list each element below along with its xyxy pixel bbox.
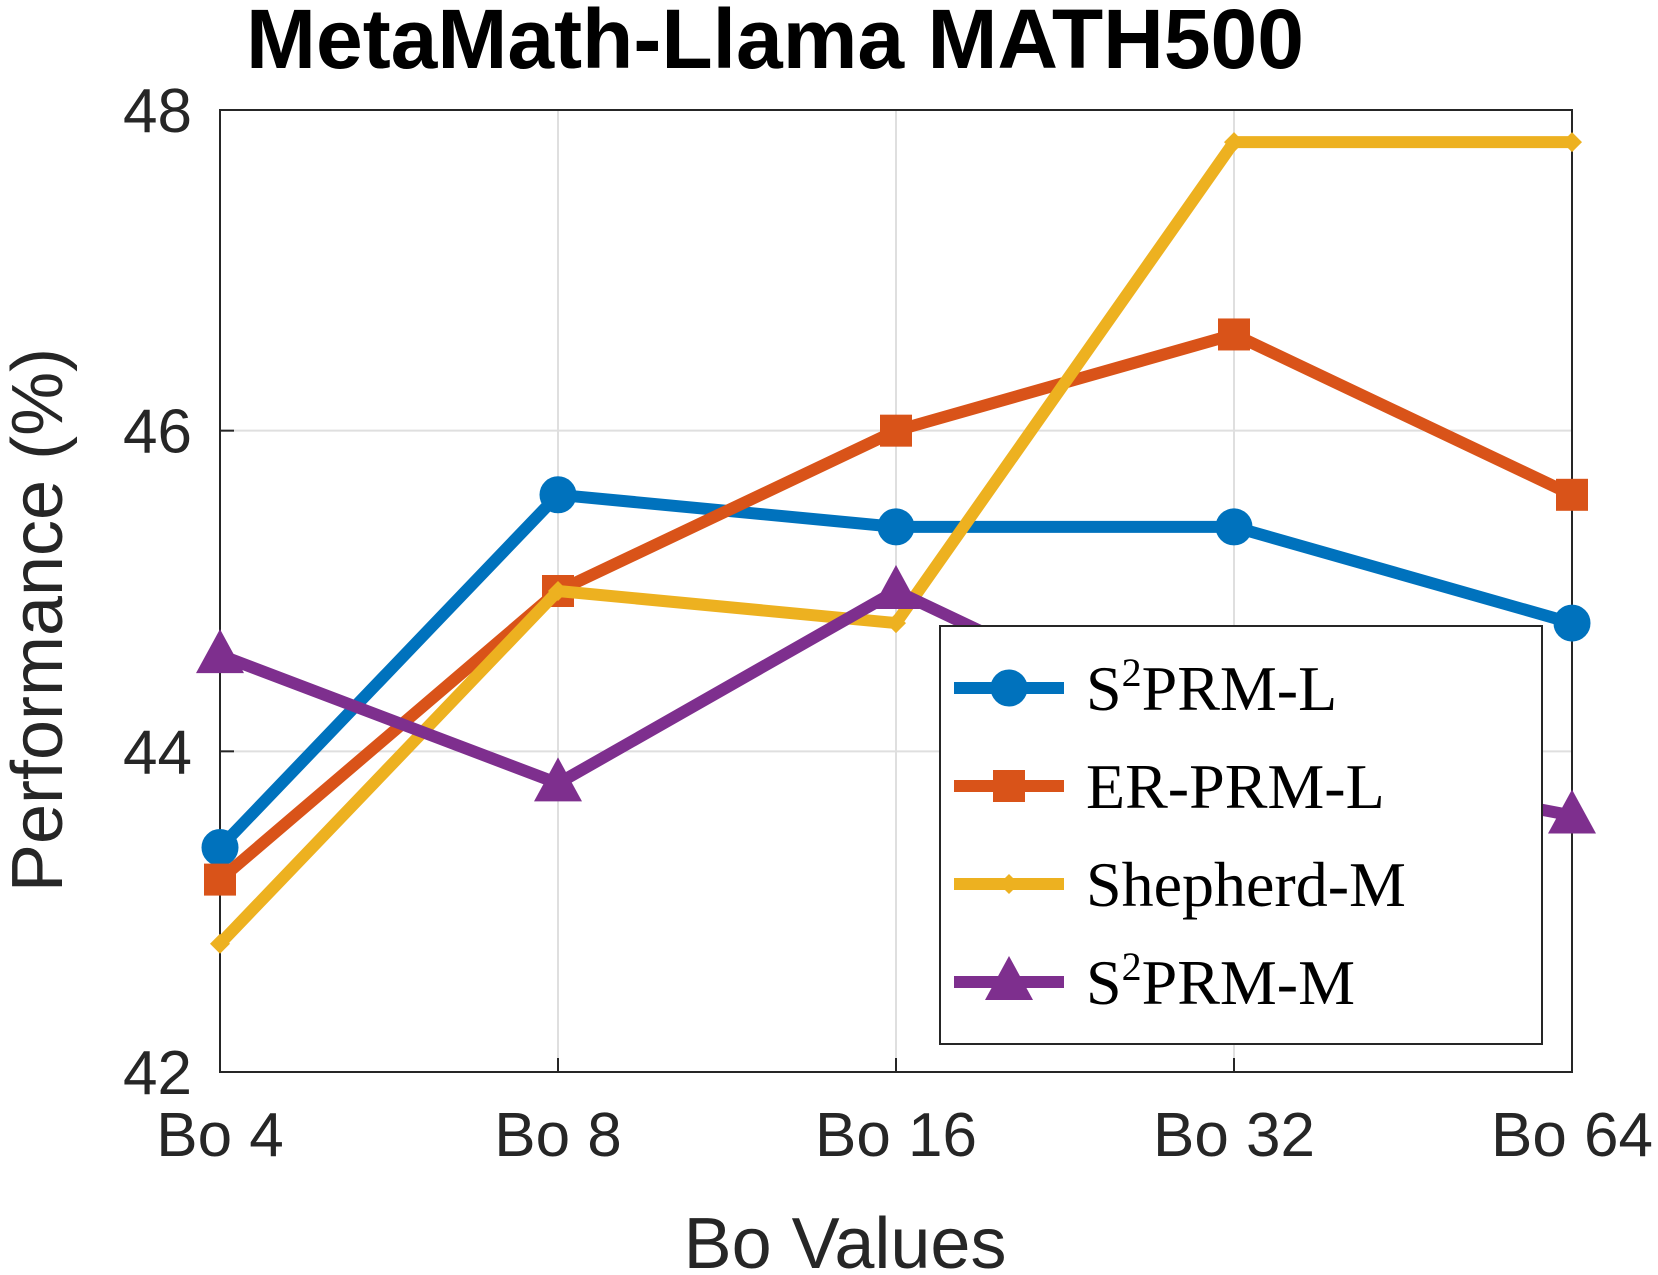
data-point	[548, 581, 568, 601]
data-point	[1562, 132, 1582, 153]
x-tick-label: Bo 64	[1491, 1101, 1653, 1170]
series-group	[196, 132, 1596, 954]
data-point	[993, 770, 1025, 802]
x-axis-label: Bo Values	[684, 1204, 1007, 1275]
legend-item: S2PRM-L	[954, 650, 1337, 724]
data-point	[210, 933, 230, 954]
data-point	[886, 613, 906, 634]
data-point	[1218, 318, 1250, 351]
legend-label: S2PRM-L	[1086, 650, 1337, 724]
data-point	[999, 874, 1019, 894]
data-point	[1215, 508, 1253, 546]
data-point	[539, 476, 577, 514]
legend-label: Shepherd-M	[1086, 849, 1406, 920]
y-axis-label: Performance (%)	[0, 348, 78, 892]
data-point	[985, 956, 1033, 1000]
data-point	[196, 629, 244, 674]
x-tick-label: Bo 4	[156, 1101, 284, 1170]
series	[210, 132, 1582, 954]
y-tick-label: 48	[123, 77, 192, 146]
legend-item: S2PRM-M	[954, 944, 1355, 1018]
x-tick-label: Bo 8	[494, 1101, 622, 1170]
data-point	[1556, 478, 1588, 511]
y-tick-label: 44	[123, 718, 192, 787]
data-point	[877, 508, 915, 546]
data-point	[201, 829, 239, 867]
legend-label: ER-PRM-L	[1086, 751, 1385, 822]
series	[201, 476, 1591, 867]
legend-item: Shepherd-M	[954, 849, 1406, 920]
data-point	[990, 669, 1028, 707]
data-point	[534, 757, 582, 802]
data-point	[1224, 132, 1244, 153]
y-tick-label: 42	[123, 1039, 192, 1108]
series	[204, 318, 1588, 896]
x-tick-label: Bo 32	[1153, 1101, 1315, 1170]
legend-label: S2PRM-M	[1086, 944, 1355, 1018]
data-point	[872, 565, 920, 609]
data-point	[1548, 789, 1596, 834]
legend: S2PRM-L ER-PRM-L Shepherd-M S2PRM-M	[939, 625, 1543, 1045]
data-point	[1553, 604, 1591, 642]
legend-item: ER-PRM-L	[954, 751, 1385, 822]
x-tick-label: Bo 16	[815, 1101, 977, 1170]
chart-title: MetaMath-Llama MATH500	[246, 0, 1304, 86]
y-tick-label: 46	[123, 398, 192, 467]
data-point	[880, 414, 912, 447]
legend-box	[939, 625, 1543, 1045]
data-point	[204, 863, 236, 896]
axis-ticks: Bo 4 Bo 8 Bo 16 Bo 32 Bo 64 42 44 46 48	[123, 77, 1653, 1170]
